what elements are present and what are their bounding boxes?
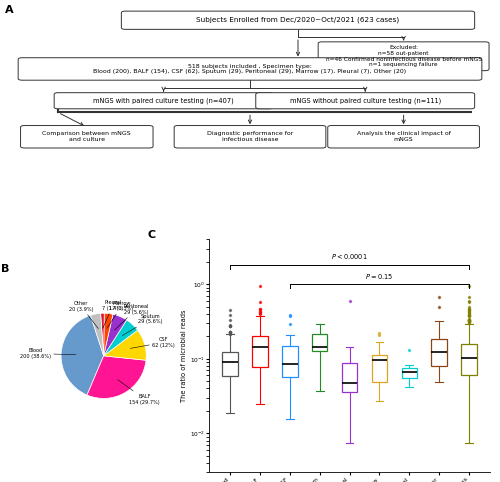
Text: Sputum
29 (5.6%): Sputum 29 (5.6%) xyxy=(122,314,162,335)
PathPatch shape xyxy=(252,336,268,367)
Text: Blood
200 (38.6%): Blood 200 (38.6%) xyxy=(20,348,76,359)
FancyBboxPatch shape xyxy=(20,125,153,148)
Text: Excluded:
n=58 out-patient
n=46 Confirmed noninfectious disease before mNGS
n=1 : Excluded: n=58 out-patient n=46 Confirme… xyxy=(326,45,482,67)
Text: Diagnostic performance for
infectious disease: Diagnostic performance for infectious di… xyxy=(207,132,293,142)
Text: $P < 0.0001$: $P < 0.0001$ xyxy=(331,253,368,262)
PathPatch shape xyxy=(312,334,328,351)
Text: Subjects Enrolled from Dec/2020~Oct/2021 (623 cases): Subjects Enrolled from Dec/2020~Oct/2021… xyxy=(196,17,400,24)
Wedge shape xyxy=(87,356,146,399)
PathPatch shape xyxy=(282,346,298,376)
Text: A: A xyxy=(5,5,14,15)
PathPatch shape xyxy=(342,363,357,392)
Text: CSF
62 (12%): CSF 62 (12%) xyxy=(130,337,175,348)
FancyBboxPatch shape xyxy=(54,93,273,109)
Text: Comparison between mNGS
and culture: Comparison between mNGS and culture xyxy=(42,132,131,142)
Wedge shape xyxy=(104,330,146,360)
PathPatch shape xyxy=(462,344,477,375)
Text: C: C xyxy=(147,230,156,240)
FancyBboxPatch shape xyxy=(18,58,482,80)
Text: $P = 0.15$: $P = 0.15$ xyxy=(366,271,394,281)
FancyBboxPatch shape xyxy=(122,11,474,29)
Text: 518 subjects included , Specimen type:
Blood (200), BALF (154), CSF (62), Sputum: 518 subjects included , Specimen type: B… xyxy=(94,64,406,74)
Wedge shape xyxy=(104,320,138,356)
Text: Peritoneal
29 (5.6%): Peritoneal 29 (5.6%) xyxy=(114,304,148,330)
PathPatch shape xyxy=(222,352,238,376)
FancyBboxPatch shape xyxy=(328,125,480,148)
Text: Analysis the clinical impact of
mNGS: Analysis the clinical impact of mNGS xyxy=(356,132,450,142)
Wedge shape xyxy=(100,313,104,356)
Text: mNGS without paired culture testing (n=111): mNGS without paired culture testing (n=1… xyxy=(290,97,441,104)
Wedge shape xyxy=(61,315,104,395)
Text: Other
20 (3.9%): Other 20 (3.9%) xyxy=(69,301,98,329)
Y-axis label: The ratio of microbial reads: The ratio of microbial reads xyxy=(181,309,187,402)
PathPatch shape xyxy=(432,339,447,365)
Text: BALF
154 (29.7%): BALF 154 (29.7%) xyxy=(118,380,160,404)
PathPatch shape xyxy=(372,355,387,382)
Text: B: B xyxy=(0,264,9,274)
FancyBboxPatch shape xyxy=(174,125,326,148)
Text: Marrow
17 (3.3%): Marrow 17 (3.3%) xyxy=(107,301,134,328)
FancyBboxPatch shape xyxy=(256,93,474,109)
Text: Pleural
7 (1.4%): Pleural 7 (1.4%) xyxy=(102,300,124,328)
FancyBboxPatch shape xyxy=(318,42,489,71)
Text: mNGS with paired culture testing (n=407): mNGS with paired culture testing (n=407) xyxy=(93,97,234,104)
Wedge shape xyxy=(104,313,113,356)
Wedge shape xyxy=(90,313,104,356)
PathPatch shape xyxy=(402,367,417,378)
Wedge shape xyxy=(104,314,126,356)
